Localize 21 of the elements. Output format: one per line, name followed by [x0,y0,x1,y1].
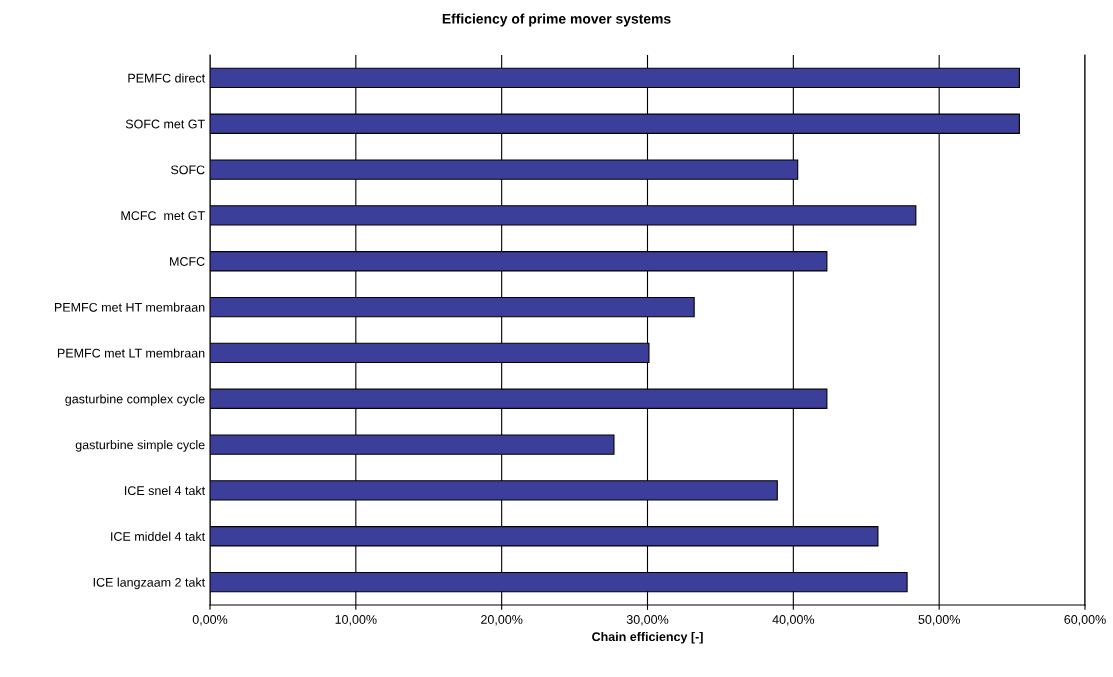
x-tick-label: 40,00% [772,615,815,626]
x-tick-label: 20,00% [481,615,523,626]
x-tick-label: 10,00% [335,615,377,626]
y-tick-label: ICE middel 4 takt [111,531,206,541]
x-tick-label: 30,00% [626,615,669,626]
y-tick-label: PEMFC met LT membraan [57,348,205,358]
chart-title: Efficiency of prime mover systems [442,13,671,27]
x-axis-title: Chain efficiency [-] [592,631,703,644]
x-tick-label: 50,00% [918,615,960,626]
y-tick-label: gasturbine simple cycle [75,440,205,452]
y-tick-label: MCFC [170,257,205,266]
x-tick-label: 60,00% [1064,615,1106,626]
y-tick-label: gasturbine complex cycle [65,394,205,406]
y-tick-label: PEMFC direct [128,73,206,83]
y-tick-label: SOFC met GT [125,119,205,129]
y-tick-label: SOFC [170,165,205,175]
x-tick-label: 0,00% [192,615,228,626]
y-tick-label: ICE langzaam 2 takt [93,577,206,590]
y-tick-label: ICE snel 4 takt [125,485,206,496]
y-tick-label: MCFC met GT [121,211,205,221]
y-tick-label: PEMFC met HT membraan [54,302,205,312]
